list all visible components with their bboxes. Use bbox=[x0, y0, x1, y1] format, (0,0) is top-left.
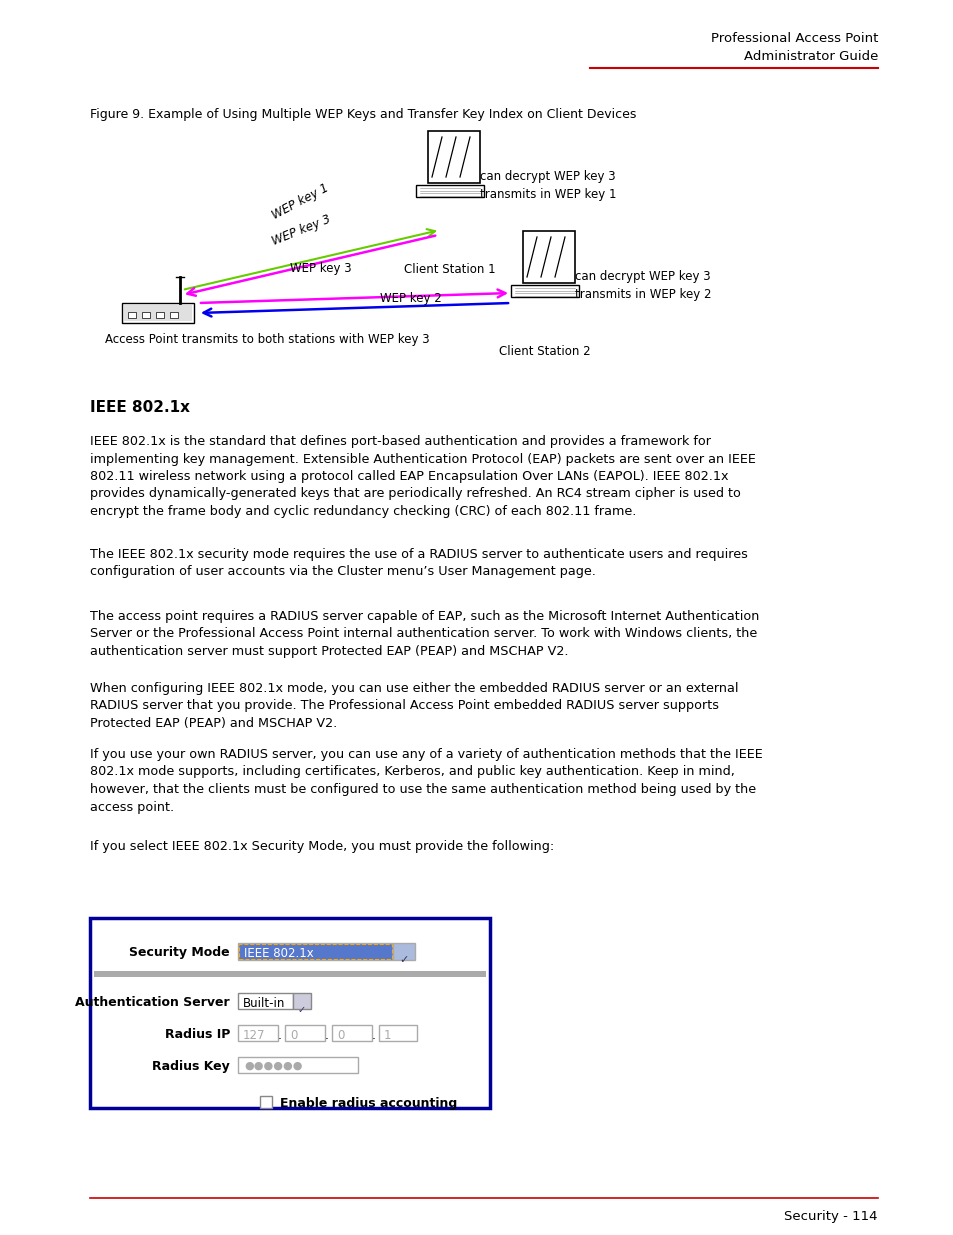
Text: Built-in: Built-in bbox=[243, 997, 285, 1010]
Text: Figure 9. Example of Using Multiple WEP Keys and Transfer Key Index on Client De: Figure 9. Example of Using Multiple WEP … bbox=[90, 107, 636, 121]
Text: Client Station 1: Client Station 1 bbox=[404, 263, 496, 275]
Text: .: . bbox=[372, 1029, 375, 1042]
Bar bbox=[293, 993, 311, 1009]
Text: IEEE 802.1x: IEEE 802.1x bbox=[244, 947, 314, 960]
Text: WEP key 2: WEP key 2 bbox=[379, 291, 441, 305]
Text: Administrator Guide: Administrator Guide bbox=[742, 49, 877, 63]
Text: Radius IP: Radius IP bbox=[165, 1028, 230, 1041]
Text: Security Mode: Security Mode bbox=[130, 946, 230, 960]
Text: IEEE 802.1x: IEEE 802.1x bbox=[90, 400, 190, 415]
Text: The IEEE 802.1x security mode requires the use of a RADIUS server to authenticat: The IEEE 802.1x security mode requires t… bbox=[90, 548, 747, 578]
Text: When configuring IEEE 802.1x mode, you can use either the embedded RADIUS server: When configuring IEEE 802.1x mode, you c… bbox=[90, 682, 738, 730]
Bar bbox=[90, 918, 490, 1108]
Bar bbox=[260, 1095, 272, 1108]
Text: can decrypt WEP key 3: can decrypt WEP key 3 bbox=[575, 270, 710, 283]
Bar bbox=[393, 944, 415, 960]
Text: If you select IEEE 802.1x Security Mode, you must provide the following:: If you select IEEE 802.1x Security Mode,… bbox=[90, 840, 554, 853]
Bar bbox=[156, 312, 164, 317]
Bar bbox=[142, 312, 150, 317]
Bar bbox=[237, 1025, 277, 1041]
Bar bbox=[122, 303, 193, 324]
Text: ●●●●●●: ●●●●●● bbox=[244, 1061, 302, 1071]
Text: Professional Access Point: Professional Access Point bbox=[710, 32, 877, 44]
Bar bbox=[237, 993, 293, 1009]
Bar bbox=[237, 944, 393, 960]
Text: .: . bbox=[325, 1029, 329, 1042]
Bar bbox=[128, 312, 136, 317]
Text: ✓: ✓ bbox=[297, 1005, 306, 1015]
Text: can decrypt WEP key 3: can decrypt WEP key 3 bbox=[479, 170, 615, 183]
Bar bbox=[237, 1057, 357, 1073]
Text: Security - 114: Security - 114 bbox=[783, 1210, 877, 1223]
Bar bbox=[170, 312, 178, 317]
Bar bbox=[511, 285, 578, 296]
Bar bbox=[378, 1025, 416, 1041]
Text: The access point requires a RADIUS server capable of EAP, such as the Microsoft : The access point requires a RADIUS serve… bbox=[90, 610, 759, 658]
Text: 1: 1 bbox=[384, 1029, 391, 1042]
Text: Authentication Server: Authentication Server bbox=[75, 995, 230, 1009]
Text: transmits in WEP key 2: transmits in WEP key 2 bbox=[575, 288, 711, 301]
Text: Client Station 2: Client Station 2 bbox=[498, 345, 590, 358]
Text: 127: 127 bbox=[243, 1029, 265, 1042]
Bar bbox=[428, 131, 479, 183]
Text: WEP key 3: WEP key 3 bbox=[290, 262, 352, 275]
Text: Enable radius accounting: Enable radius accounting bbox=[280, 1097, 456, 1110]
Bar bbox=[416, 185, 483, 198]
Bar bbox=[94, 971, 485, 977]
Text: 0: 0 bbox=[336, 1029, 344, 1042]
Text: WEP key 3: WEP key 3 bbox=[270, 212, 333, 248]
Text: IEEE 802.1x is the standard that defines port-based authentication and provides : IEEE 802.1x is the standard that defines… bbox=[90, 435, 755, 517]
Text: transmits in WEP key 1: transmits in WEP key 1 bbox=[479, 188, 616, 201]
Text: .: . bbox=[277, 1029, 282, 1042]
Bar bbox=[124, 305, 192, 321]
Text: ✓: ✓ bbox=[399, 955, 408, 965]
Bar bbox=[332, 1025, 372, 1041]
Text: WEP key 1: WEP key 1 bbox=[270, 182, 331, 222]
Text: Radius Key: Radius Key bbox=[152, 1060, 230, 1073]
Text: If you use your own RADIUS server, you can use any of a variety of authenticatio: If you use your own RADIUS server, you c… bbox=[90, 748, 762, 814]
Text: 0: 0 bbox=[290, 1029, 297, 1042]
Bar bbox=[522, 231, 575, 283]
Text: Access Point transmits to both stations with WEP key 3: Access Point transmits to both stations … bbox=[105, 333, 429, 346]
Bar bbox=[239, 944, 392, 960]
Bar bbox=[285, 1025, 325, 1041]
